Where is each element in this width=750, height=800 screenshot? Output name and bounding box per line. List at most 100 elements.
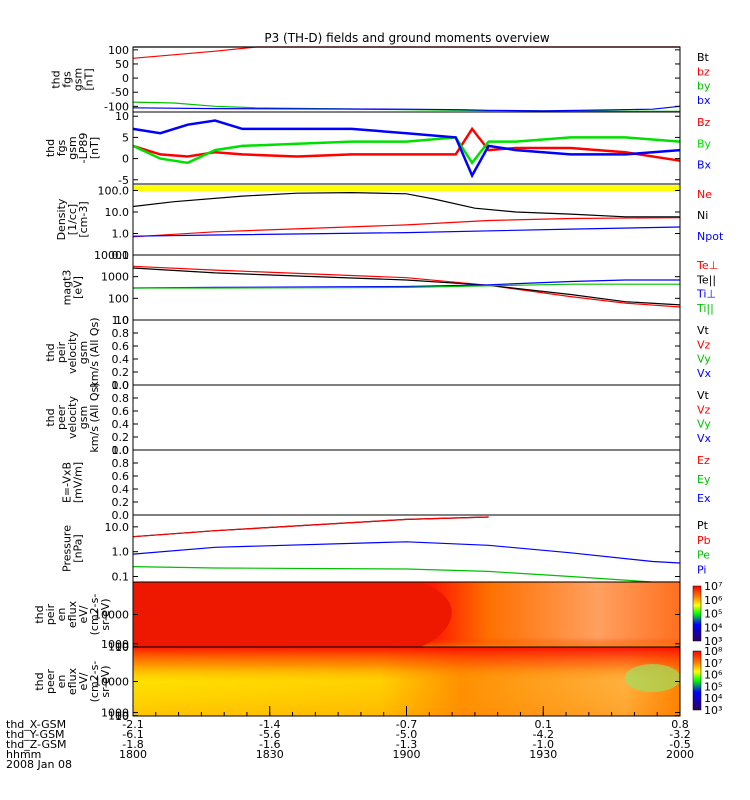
axis-row-label: thd_Y-GSM xyxy=(6,728,65,741)
axis-row-value: -4.2 xyxy=(533,728,554,741)
y-axis-label: peer xyxy=(55,405,68,431)
data-gap-bar xyxy=(133,185,680,191)
axis-row-value: 1900 xyxy=(393,748,421,761)
y-tick-label: 0.0 xyxy=(112,509,130,522)
axis-row-value: 1830 xyxy=(256,748,284,761)
axis-row-value: -6.1 xyxy=(122,728,143,741)
y-axis-label: Density xyxy=(55,198,68,240)
series-line-bz xyxy=(132,46,680,59)
y-tick-label: 10 xyxy=(115,710,129,723)
y-axis-label: velocity xyxy=(66,331,79,374)
axis-row-value: 2000 xyxy=(666,748,694,761)
y-tick-label: 5 xyxy=(122,131,129,144)
y-tick-label: 0.8 xyxy=(112,392,130,405)
y-axis-label: thd xyxy=(44,408,57,426)
y-axis-label: eV/ xyxy=(77,672,90,690)
y-tick-label: 0 xyxy=(122,72,129,85)
legend-Vy: Vy xyxy=(697,418,711,431)
y-axis-label: velocity xyxy=(66,396,79,439)
y-tick-label: 0.4 xyxy=(112,483,130,496)
series-line-By xyxy=(132,136,681,165)
y-tick-label: 0.1 xyxy=(112,570,130,583)
panel-10: 10⁸10⁷10⁶10⁵10⁴10³10000100010010thdpeere… xyxy=(33,645,723,723)
y-tick-label: 10000 xyxy=(94,609,129,622)
series-line-Ti|| xyxy=(133,283,680,289)
colorbar-label: 10³ xyxy=(704,635,722,648)
colorbar-label: 10⁶ xyxy=(704,669,723,682)
y-tick-label: 1.0 xyxy=(112,379,130,392)
y-axis-label: thd xyxy=(50,70,63,88)
y-axis-label: peir xyxy=(55,341,68,363)
axis-row-value: 1800 xyxy=(119,748,147,761)
legend-Pb: Pb xyxy=(697,534,711,547)
panel-frame xyxy=(132,183,681,256)
colorbar-label: 10⁸ xyxy=(704,645,723,658)
y-axis-label: sr-eV) xyxy=(99,665,112,697)
axis-row-value: -1.0 xyxy=(533,738,554,751)
legend-Pe: Pe xyxy=(697,549,710,562)
y-axis-label: sr-eV) xyxy=(99,598,112,630)
time-axis: thd_X-GSM -2.1 -1.4 -0.7 0.1 0.8 thd_Y-GSM -6.1… xyxy=(6,706,694,771)
y-axis-label: thd xyxy=(44,139,57,157)
y-tick-label: -5 xyxy=(118,174,129,187)
y-tick-label: 1.0 xyxy=(112,227,130,240)
axis-row-value: -1.4 xyxy=(259,718,280,731)
colorbar xyxy=(692,650,702,711)
y-tick-label: 0.6 xyxy=(112,340,130,353)
y-axis-label: en xyxy=(55,608,68,622)
y-tick-label: 100 xyxy=(108,44,129,57)
y-axis-label: gsm xyxy=(66,136,79,159)
panel-frame xyxy=(132,449,681,516)
y-tick-label: 0.2 xyxy=(112,431,130,444)
y-axis-label: [nT] xyxy=(88,137,101,159)
axis-row-value: -3.2 xyxy=(669,728,690,741)
y-axis-label: km/s (All Qs) xyxy=(88,382,101,452)
legend-Ez: Ez xyxy=(697,454,710,467)
legend-Ne: Ne xyxy=(697,188,712,201)
axis-row-value: 0.8 xyxy=(671,718,689,731)
legend-bz: bz xyxy=(697,65,710,78)
y-axis-label: E=-VxB xyxy=(61,462,74,503)
y-tick-label: 0.8 xyxy=(112,457,130,470)
y-axis-label: [cm-3] xyxy=(77,201,90,237)
axis-row-label: thd_Z-GSM xyxy=(6,738,66,751)
legend-By: By xyxy=(697,137,712,150)
y-tick-label: 0 xyxy=(122,153,129,166)
legend-Ey: Ey xyxy=(697,473,711,486)
panel-5: 1.00.80.60.40.20.0thdpeirvelocitygsmkm/s… xyxy=(44,314,712,392)
y-tick-label: 50 xyxy=(115,58,129,71)
axis-row-value: 0.1 xyxy=(535,718,553,731)
axis-row-label: hhmm xyxy=(6,748,41,761)
axis-row-value: -5.0 xyxy=(396,728,417,741)
legend-Pt: Pt xyxy=(697,519,709,532)
y-tick-label: 0.4 xyxy=(112,353,130,366)
legend-Te||: Te|| xyxy=(696,273,716,286)
panel-frame xyxy=(132,46,681,113)
series-line-Pt xyxy=(132,516,489,538)
y-axis-label: en xyxy=(55,675,68,689)
y-axis-label: magt3 xyxy=(61,270,74,306)
legend-Vx: Vx xyxy=(697,367,712,380)
y-axis-label: fgs xyxy=(55,139,68,156)
legend-Te⊥: Te⊥ xyxy=(696,259,718,272)
legend-Vz: Vz xyxy=(697,403,711,416)
y-tick-label: 10.0 xyxy=(105,521,130,534)
y-tick-label: 100 xyxy=(108,710,129,723)
y-axis-label: (cm2-s- xyxy=(88,594,101,636)
series-line-Bz xyxy=(132,126,681,162)
y-axis-label: -LP89 xyxy=(77,133,90,164)
colorbar xyxy=(692,585,702,642)
y-tick-label: 10000 xyxy=(94,249,129,262)
panel-4: 10000 1000 100 10 magt3[eV] Te⊥Te|| Ti⊥Ti|| xyxy=(61,249,719,327)
series-line-Pi xyxy=(132,541,681,564)
colorbar-label: 10⁵ xyxy=(704,608,722,621)
y-tick-label: 0.2 xyxy=(112,366,130,379)
axis-row-value: -0.5 xyxy=(669,738,690,751)
legend-Vz: Vz xyxy=(697,338,711,351)
y-tick-label: 0.0 xyxy=(112,379,130,392)
axis-row-value: -2.1 xyxy=(122,718,143,731)
